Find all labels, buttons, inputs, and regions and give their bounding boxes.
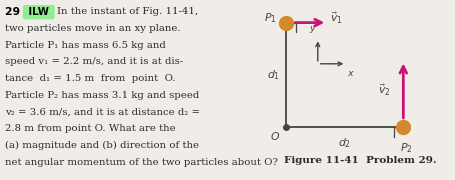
Text: Figure 11-41  Problem 29.: Figure 11-41 Problem 29. <box>284 156 437 165</box>
Text: v₂ = 3.6 m/s, and it is at distance d₂ =: v₂ = 3.6 m/s, and it is at distance d₂ = <box>5 108 200 117</box>
Text: (a) magnitude and (b) direction of the: (a) magnitude and (b) direction of the <box>5 141 198 150</box>
Text: speed v₁ = 2.2 m/s, and it is at dis-: speed v₁ = 2.2 m/s, and it is at dis- <box>5 57 183 66</box>
Text: $\vec{v}_2$: $\vec{v}_2$ <box>378 83 391 98</box>
Text: $y$: $y$ <box>309 24 317 35</box>
Text: two particles move in an xy plane.: two particles move in an xy plane. <box>5 24 180 33</box>
Text: Particle P₂ has mass 3.1 kg and speed: Particle P₂ has mass 3.1 kg and speed <box>5 91 199 100</box>
Text: $x$: $x$ <box>347 69 355 78</box>
Text: Particle P₁ has mass 6.5 kg and: Particle P₁ has mass 6.5 kg and <box>5 41 165 50</box>
Text: $P_2$: $P_2$ <box>400 141 413 155</box>
Text: $d_2$: $d_2$ <box>338 137 351 150</box>
Text: $d_1$: $d_1$ <box>267 68 280 82</box>
Text: tance  d₁ = 1.5 m  from  point  O.: tance d₁ = 1.5 m from point O. <box>5 74 175 83</box>
Text: In the instant of Fig. 11-41,: In the instant of Fig. 11-41, <box>57 7 198 16</box>
Text: 2.8 m from point O. What are the: 2.8 m from point O. What are the <box>5 124 175 133</box>
Text: net angular momentum of the two particles about O?: net angular momentum of the two particle… <box>5 158 278 167</box>
Text: $P_1$: $P_1$ <box>264 11 277 25</box>
Text: ILW: ILW <box>25 7 52 17</box>
Text: $O$: $O$ <box>270 130 280 142</box>
Text: 29: 29 <box>5 7 23 17</box>
Text: $\vec{v}_1$: $\vec{v}_1$ <box>330 10 343 26</box>
